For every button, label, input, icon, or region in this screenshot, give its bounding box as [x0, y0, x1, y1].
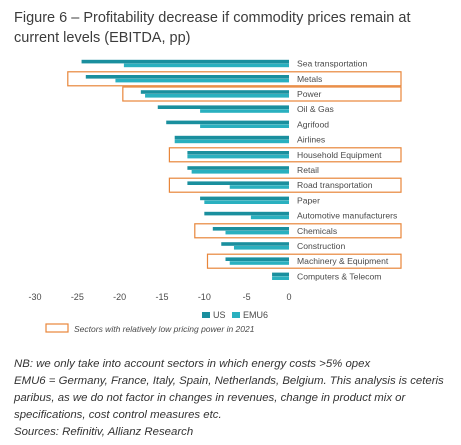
category-labels: Sea transportation Metals Power Oil & Gas Ag… — [297, 59, 397, 282]
bar-emu6 — [233, 246, 289, 250]
x-axis-ticks: -30 -25 -20 -15 -10 -5 0 — [28, 292, 291, 302]
x-tick-label: -5 — [243, 292, 251, 302]
bar-emu6 — [191, 170, 289, 174]
highlight-box — [206, 253, 402, 269]
x-tick-label: 0 — [286, 292, 291, 302]
category-label: Sea transportation — [297, 59, 367, 69]
bar-us — [166, 120, 289, 125]
category-label: Road transportation — [297, 180, 373, 190]
bar-us — [187, 166, 289, 170]
bar-emu6 — [187, 154, 289, 159]
category-label: Oil & Gas — [297, 104, 334, 114]
bar-emu6 — [145, 94, 289, 98]
bar-emu6 — [229, 185, 289, 189]
bar-emu6 — [174, 139, 289, 144]
highlight-boxes — [67, 71, 402, 269]
category-label: Metals — [297, 74, 322, 84]
bar-us — [81, 59, 289, 64]
bar-emu6 — [200, 109, 289, 113]
highlight-box — [168, 177, 402, 193]
bar-chart: Sea transportation Metals Power Oil & Gas Ag… — [28, 59, 402, 334]
category-label: Retail — [297, 165, 319, 175]
category-label: Machinery & Equipment — [297, 256, 389, 266]
bars — [81, 59, 290, 280]
category-label: Power — [297, 89, 321, 99]
highlight-box — [67, 71, 402, 87]
highlight-box — [194, 223, 402, 239]
bar-emu6 — [225, 230, 289, 235]
bar-us — [212, 227, 289, 231]
legend-swatch-emu6 — [232, 312, 240, 318]
notes: NB: we only take into account sectors in… — [14, 356, 454, 441]
note-line: paribus, as we do not factor in changes … — [14, 392, 406, 404]
bar-emu6 — [204, 200, 289, 204]
bar-us — [272, 272, 289, 277]
legend-highlight-label: Sectors with relatively low pricing powe… — [74, 324, 255, 334]
highlight-box — [122, 86, 402, 102]
note-line: Sources: Refinitiv, Allianz Research — [14, 426, 194, 438]
bar-us — [204, 211, 289, 216]
x-tick-label: -30 — [28, 292, 41, 302]
bar-us — [140, 90, 289, 94]
legend-highlight-swatch — [45, 323, 69, 333]
highlight-box — [168, 147, 402, 163]
x-tick-label: -20 — [113, 292, 126, 302]
bar-us — [200, 196, 289, 201]
category-label: Chemicals — [297, 226, 337, 236]
bar-emu6 — [272, 276, 289, 280]
bar-us — [157, 105, 289, 109]
category-label: Construction — [297, 241, 345, 251]
bar-emu6 — [123, 63, 290, 68]
category-label: Paper — [297, 195, 320, 205]
note-line: EMU6 = Germany, France, Italy, Spain, Ne… — [14, 375, 444, 387]
category-label: Household Equipment — [297, 150, 382, 160]
category-label: Automotive manufacturers — [297, 211, 397, 221]
bar-emu6 — [115, 78, 289, 83]
category-label: Airlines — [297, 135, 325, 145]
bar-us — [174, 135, 289, 140]
legend-label-us: US — [213, 310, 226, 320]
category-label: Agrifood — [297, 119, 329, 129]
bar-us — [225, 257, 289, 261]
bar-us — [221, 242, 289, 246]
category-label: Computers & Telecom — [297, 271, 381, 281]
legend-label-emu6: EMU6 — [243, 310, 268, 320]
bar-us — [187, 181, 289, 185]
note-line: specifications, cost control measures et… — [14, 409, 222, 421]
bar-emu6 — [250, 215, 289, 220]
bar-emu6 — [200, 124, 289, 128]
x-tick-label: -15 — [155, 292, 168, 302]
legend-swatch-us — [202, 312, 210, 318]
bar-emu6 — [229, 261, 289, 265]
x-tick-label: -10 — [198, 292, 211, 302]
x-tick-label: -25 — [71, 292, 84, 302]
note-line: NB: we only take into account sectors in… — [14, 358, 371, 370]
figure-title: Figure 6 – Profitability decrease if com… — [14, 10, 411, 46]
bar-us — [85, 75, 289, 79]
bar-us — [187, 151, 289, 155]
legend: US EMU6 Sectors with relatively low pric… — [45, 310, 268, 334]
